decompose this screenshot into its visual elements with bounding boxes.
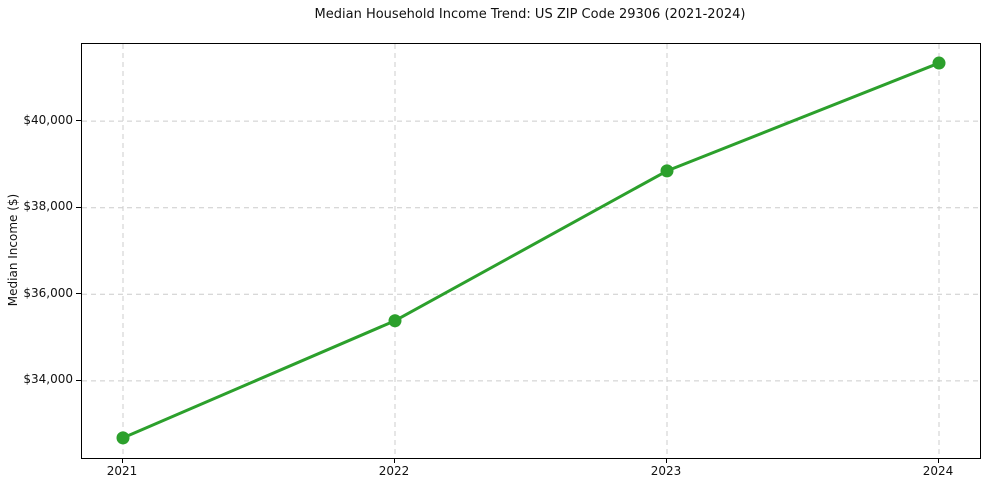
data-point-2024 [932, 56, 946, 70]
x-tick-label: 2022 [378, 464, 410, 478]
x-tick-mark [666, 458, 667, 463]
y-tick-mark [76, 206, 81, 208]
y-tick-label: $38,000 [23, 199, 73, 214]
x-tick-mark [938, 458, 939, 463]
chart-title: Median Household Income Trend: US ZIP Co… [314, 7, 746, 22]
y-tick-mark [76, 293, 81, 295]
x-tick-label: 2021 [106, 464, 138, 478]
income-trend-line [121, 61, 941, 440]
data-point-2023 [660, 164, 674, 178]
plot-area [81, 43, 981, 459]
y-tick-mark [76, 120, 81, 122]
y-tick-label: $36,000 [23, 285, 73, 300]
data-point-2022 [388, 314, 402, 328]
x-tick-mark [394, 458, 395, 463]
x-tick-label: 2024 [922, 464, 954, 478]
x-tick-label: 2023 [650, 464, 682, 478]
chart-canvas [82, 44, 980, 458]
y-tick-mark [76, 379, 81, 381]
data-point-2021 [116, 431, 130, 445]
y-tick-label: $34,000 [23, 372, 73, 387]
y-tick-label: $40,000 [23, 112, 73, 127]
x-tick-mark [122, 458, 123, 463]
